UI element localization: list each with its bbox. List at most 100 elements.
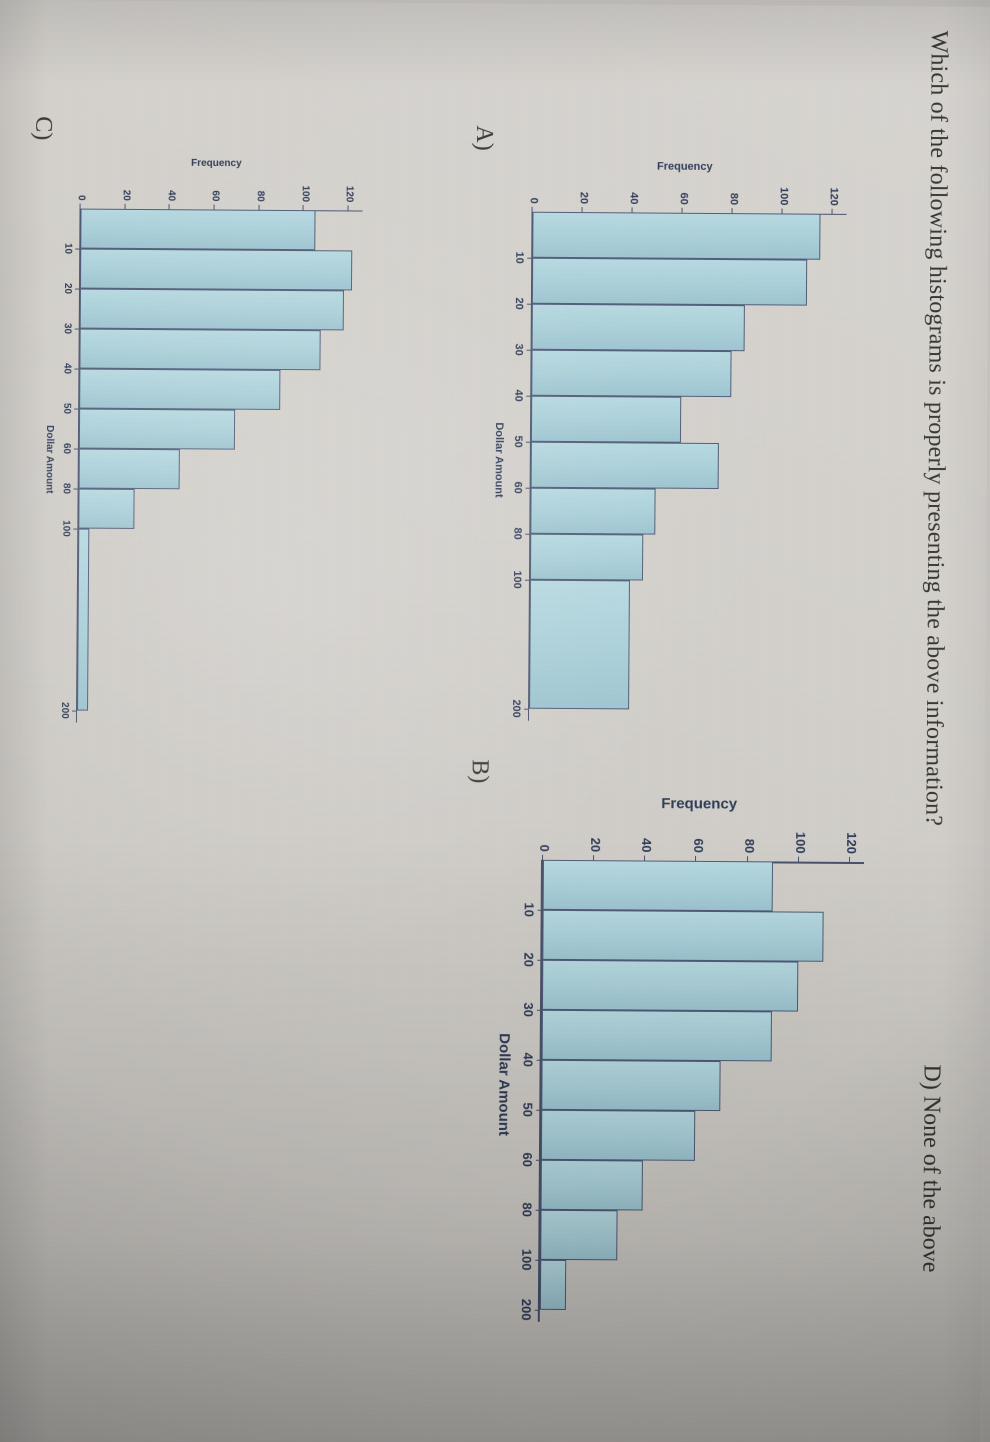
bar-b-2 — [542, 909, 824, 962]
x-tick-label: 10 — [521, 902, 537, 918]
y-tick-label: 40 — [165, 190, 177, 202]
x-tick-mark — [74, 288, 80, 290]
x-tick-label: 50 — [511, 435, 524, 448]
x-tick-mark — [74, 408, 80, 410]
option-b-label: B) — [466, 759, 493, 784]
x-tick-mark — [72, 710, 78, 712]
x-tick-label: 20 — [61, 282, 74, 295]
y-tick-label: 0 — [527, 197, 540, 204]
x-tick-label: 60 — [511, 481, 524, 494]
x-axis-label: Dollar Amount — [495, 1033, 513, 1136]
y-tick-label: 40 — [639, 838, 655, 853]
question-title: Which of the following histograms is pro… — [920, 30, 952, 827]
y-tick-label: 60 — [209, 190, 221, 202]
option-a-label: A) — [470, 125, 498, 151]
bar-c-7 — [78, 448, 180, 490]
y-tick-label: 80 — [741, 838, 757, 854]
x-tick-mark — [537, 959, 543, 961]
bar-b-6 — [540, 1109, 696, 1161]
x-tick-label: 20 — [512, 297, 525, 310]
bar-c-2 — [79, 248, 353, 291]
y-tick-mark — [849, 856, 851, 862]
y-tick-label: 120 — [343, 185, 355, 203]
option-d-label: D) None of the above — [917, 1064, 945, 1273]
x-tick-label: 40 — [520, 1052, 536, 1067]
x-tick-mark — [537, 909, 543, 911]
x-tick-label: 80 — [511, 527, 524, 540]
x-tick-label: 10 — [62, 242, 74, 255]
x-tick-label: 50 — [61, 402, 73, 415]
x-tick-mark — [525, 441, 531, 443]
y-tick-mark — [347, 205, 349, 211]
y-tick-label: 100 — [299, 185, 311, 203]
y-tick-label: 20 — [120, 189, 132, 201]
y-tick-label: 80 — [254, 190, 266, 202]
x-tick-mark — [526, 303, 532, 305]
bar-b-4 — [541, 1009, 772, 1062]
x-tick-label: 200 — [518, 1298, 534, 1321]
x-tick-label: 80 — [60, 482, 72, 495]
x-tick-label: 200 — [58, 702, 71, 719]
bar-a-4 — [531, 349, 732, 398]
x-tick-mark — [524, 579, 530, 581]
bar-b-3 — [541, 959, 799, 1012]
option-c-label: C) — [30, 116, 57, 141]
bar-a-6 — [530, 441, 719, 490]
y-tick-mark — [797, 856, 799, 862]
x-tick-label: 100 — [519, 1248, 535, 1271]
bar-c-1 — [80, 208, 316, 251]
bar-b-7 — [540, 1159, 643, 1211]
y-tick-label: 0 — [75, 194, 87, 201]
bar-b-1 — [542, 859, 774, 912]
x-axis-label: Dollar Amount — [43, 425, 56, 494]
histogram-option-c: Frequency 0 20 40 60 80 100 120 10 20 30 40 50 60 80 10… — [23, 150, 377, 737]
x-tick-mark — [527, 257, 533, 259]
x-tick-mark — [73, 488, 79, 490]
y-tick-label: 60 — [690, 838, 706, 853]
bar-a-2 — [531, 257, 808, 306]
x-tick-label: 200 — [510, 699, 523, 718]
x-tick-label: 30 — [520, 1002, 537, 1018]
x-tick-mark — [75, 248, 81, 250]
y-tick-label: 80 — [727, 192, 740, 206]
x-tick-mark — [526, 349, 532, 351]
bar-a-8 — [529, 533, 644, 581]
x-tick-mark — [525, 487, 531, 489]
x-tick-mark — [536, 1009, 542, 1011]
x-tick-label: 40 — [512, 389, 525, 402]
bar-c-3 — [79, 288, 344, 331]
x-tick-label: 100 — [510, 570, 524, 589]
bar-b-9 — [539, 1259, 567, 1310]
histogram-option-b: Frequency 0 20 40 60 80 100 120 10 20 30 40 50 60 80 10… — [475, 781, 879, 1349]
x-tick-mark — [525, 533, 531, 535]
x-tick-label: 40 — [61, 362, 73, 375]
y-tick-label: 120 — [827, 187, 840, 206]
bar-a-9 — [529, 579, 630, 710]
x-tick-mark — [74, 328, 80, 330]
histogram-option-a: Frequency 0 20 40 60 80 100 120 10 20 30 40 50 60 80 10… — [477, 153, 881, 746]
x-tick-label: 30 — [61, 322, 73, 335]
x-tick-label: 30 — [512, 343, 525, 356]
y-tick-label: 60 — [677, 192, 690, 205]
x-tick-mark — [526, 395, 532, 397]
x-tick-mark — [74, 368, 80, 370]
bar-b-8 — [540, 1209, 618, 1261]
x-tick-label: 10 — [513, 251, 526, 264]
x-tick-mark — [536, 1109, 542, 1111]
y-tick-label: 0 — [537, 844, 553, 852]
y-tick-label: 100 — [777, 187, 790, 206]
bar-c-4 — [79, 328, 321, 371]
y-tick-label: 20 — [577, 191, 590, 205]
x-tick-mark — [73, 448, 79, 450]
x-tick-mark — [524, 708, 530, 710]
x-tick-mark — [535, 1259, 541, 1261]
x-axis-label: Dollar Amount — [492, 422, 506, 498]
y-tick-mark — [831, 208, 833, 214]
bar-a-5 — [530, 395, 682, 443]
bar-c-9 — [77, 528, 90, 711]
x-tick-mark — [73, 528, 79, 530]
x-tick-mark — [534, 1309, 540, 1311]
bar-c-5 — [79, 368, 281, 410]
y-tick-label: 40 — [627, 192, 640, 205]
